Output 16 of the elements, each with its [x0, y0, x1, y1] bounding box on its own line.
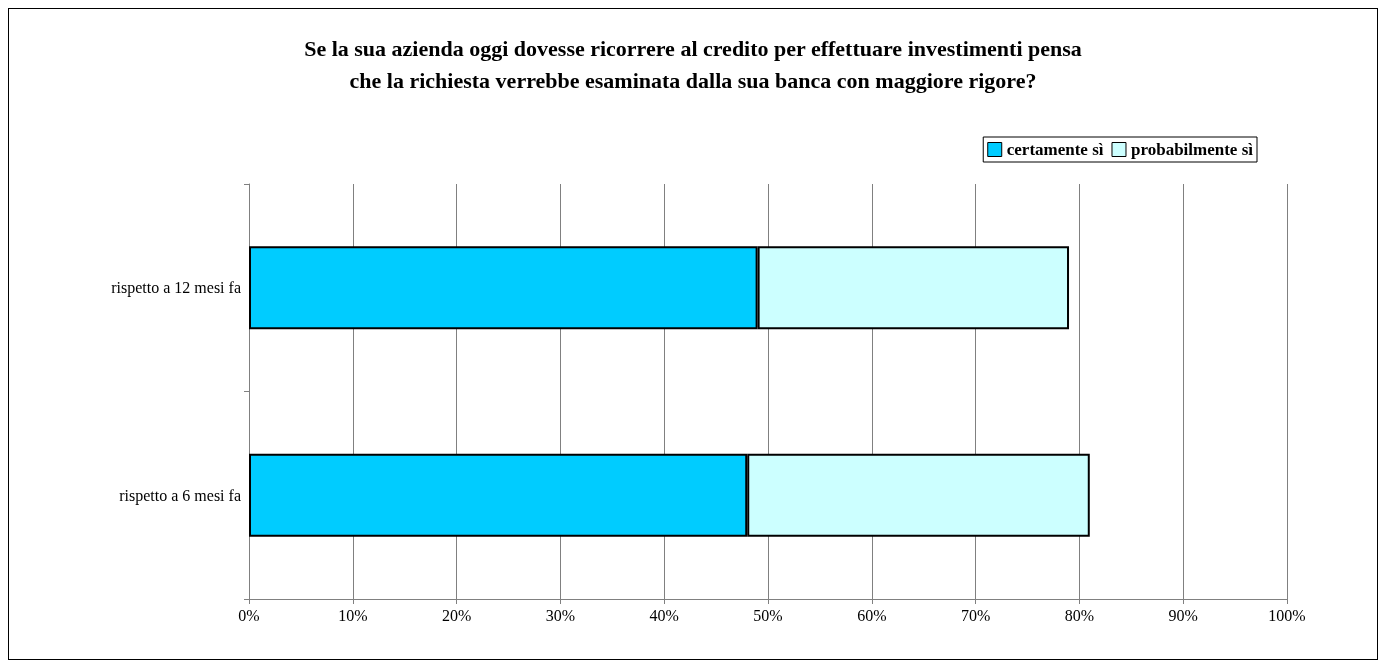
legend-label: probabilmente sì — [1131, 140, 1254, 159]
x-tick-label: 20% — [441, 606, 472, 624]
x-tick-label: 90% — [1168, 606, 1198, 624]
x-tick-label: 40% — [649, 606, 679, 624]
x-tick-label: 30% — [545, 606, 576, 624]
x-tick-label: 70% — [960, 606, 991, 624]
x-tick-label: 80% — [1064, 606, 1095, 624]
legend-label: certamente sì — [1006, 140, 1104, 159]
x-tick-label: 10% — [338, 606, 368, 624]
chart-title: Se la sua azienda oggi dovesse ricorrere al credito per effettuare investimenti pensa che la richiesta verrebbe esaminata dalla sua banca con maggiore rigore? — [304, 35, 1082, 93]
y-tick-label: rispetto a 6 mesi fa — [119, 486, 241, 505]
y-tick-label: rispetto a 12 mesi fa — [111, 279, 241, 298]
x-tick-label: 100% — [1268, 606, 1306, 624]
x-tick-label: 50% — [753, 606, 783, 624]
x-tick-label: 0% — [238, 606, 260, 624]
x-tick-label: 60% — [857, 606, 887, 624]
